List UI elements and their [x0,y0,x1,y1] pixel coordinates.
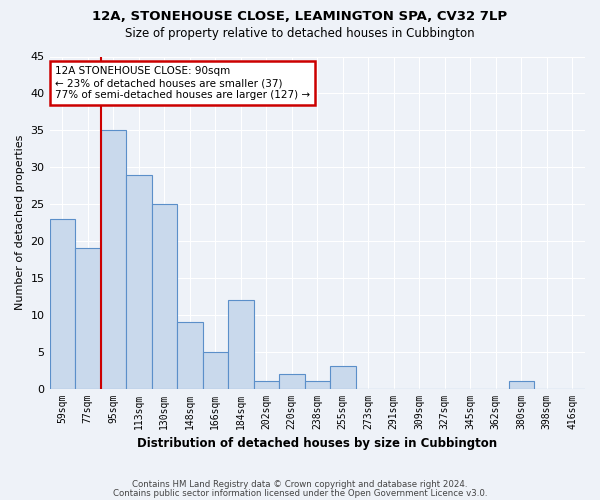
Text: Size of property relative to detached houses in Cubbington: Size of property relative to detached ho… [125,28,475,40]
Bar [75,248,101,388]
Bar [126,174,152,388]
Bar [330,366,356,388]
Text: 12A STONEHOUSE CLOSE: 90sqm
← 23% of detached houses are smaller (37)
77% of sem: 12A STONEHOUSE CLOSE: 90sqm ← 23% of det… [55,66,310,100]
Bar [305,381,330,388]
Text: 12A, STONEHOUSE CLOSE, LEAMINGTON SPA, CV32 7LP: 12A, STONEHOUSE CLOSE, LEAMINGTON SPA, C… [92,10,508,23]
Y-axis label: Number of detached properties: Number of detached properties [15,135,25,310]
Text: Contains HM Land Registry data © Crown copyright and database right 2024.: Contains HM Land Registry data © Crown c… [132,480,468,489]
Bar [228,300,254,388]
Bar [279,374,305,388]
Bar [203,352,228,389]
Bar [50,219,75,388]
Bar [254,381,279,388]
Text: Contains public sector information licensed under the Open Government Licence v3: Contains public sector information licen… [113,488,487,498]
Bar [152,204,177,388]
X-axis label: Distribution of detached houses by size in Cubbington: Distribution of detached houses by size … [137,437,497,450]
Bar [177,322,203,388]
Bar [509,381,534,388]
Bar [101,130,126,388]
